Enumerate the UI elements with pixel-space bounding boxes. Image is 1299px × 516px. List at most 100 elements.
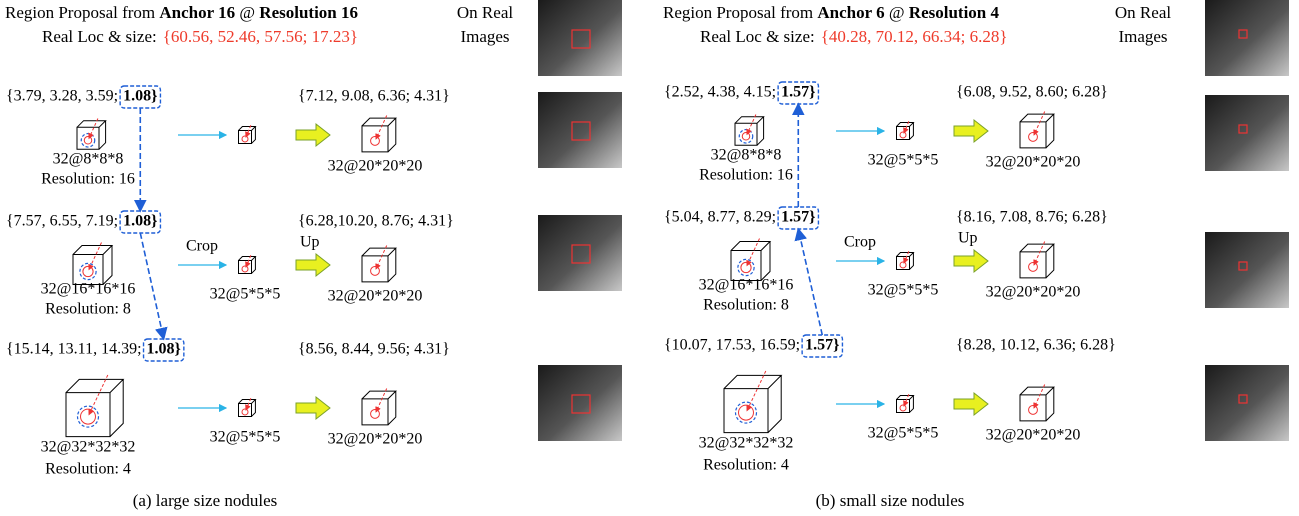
nodule-circle [81, 409, 96, 424]
cropped-size: 32@5*5*5 [210, 429, 281, 446]
input-size: 32@16*16*16 [699, 277, 794, 294]
scale-label: 1.08} [123, 88, 157, 105]
input-size: 32@32*32*32 [41, 439, 136, 456]
input-label: {7.57, 6.55, 7.19; [6, 213, 118, 230]
real-image [538, 215, 622, 291]
scale-label: 1.57} [781, 84, 815, 101]
pointer [1034, 112, 1045, 135]
pointer [89, 119, 98, 139]
nodule-circle [900, 405, 906, 411]
input-cube [735, 115, 764, 146]
resolution-label: Resolution: 4 [703, 457, 789, 474]
resolution-label: Resolution: 16 [41, 171, 135, 188]
real-image [538, 365, 622, 441]
output-size: 32@20*20*20 [328, 158, 423, 175]
output-cube [1020, 242, 1054, 278]
real-image [538, 0, 622, 76]
up-label: Up [958, 230, 978, 247]
title-part: @ [885, 3, 909, 22]
real-loc-value: {40.28, 70.12, 66.34; 6.28} [821, 27, 1008, 46]
nodule-circle [371, 136, 380, 145]
up-label: Up [300, 234, 320, 251]
output-cube [1020, 112, 1054, 148]
ct-slice [538, 0, 622, 76]
real-loc-label: Real Loc & size: [700, 27, 815, 46]
output-size: 32@20*20*20 [986, 284, 1081, 301]
input-label: {2.52, 4.38, 4.15; [664, 84, 776, 101]
resolution-label: Resolution: 8 [703, 297, 789, 314]
nodule-circle [242, 136, 248, 142]
cropped-cube [239, 398, 256, 416]
input-label: {5.04, 8.77, 8.29; [664, 209, 776, 226]
upsample-arrow [296, 254, 330, 276]
resolution-label: Resolution: 8 [45, 301, 131, 318]
output-size: 32@20*20*20 [328, 431, 423, 448]
nodule-circle [371, 409, 380, 418]
nodule-circle [739, 405, 754, 420]
input-size: 32@8*8*8 [711, 147, 782, 164]
cube-edges [1020, 114, 1054, 148]
flow-arrow [798, 229, 822, 335]
upsample-arrow [954, 120, 988, 142]
images-label: On Real [1115, 3, 1171, 22]
pointer [1034, 385, 1045, 408]
scale-label: 1.08} [123, 213, 157, 230]
cube-edges [1020, 387, 1054, 421]
cube-edges [362, 248, 396, 282]
crop-label: Crop [186, 238, 218, 255]
input-cube [731, 239, 770, 281]
input-size: 32@16*16*16 [41, 281, 136, 298]
title-part: @ [235, 3, 259, 22]
title-part: Region Proposal from [663, 3, 817, 22]
input-label: {3.79, 3.28, 3.59; [6, 88, 118, 105]
input-cube [724, 371, 781, 433]
pointer [376, 246, 387, 269]
pointer [1034, 242, 1045, 265]
cropped-cube [897, 394, 914, 412]
caption: (b) small size nodules [816, 491, 965, 510]
real-image [538, 92, 622, 168]
anchor-circle [81, 134, 94, 147]
resolution-label: Resolution: 4 [45, 461, 131, 478]
nodule-circle [900, 132, 906, 138]
anchor-circle [739, 130, 752, 143]
caption: (a) large size nodules [133, 491, 278, 510]
title-part: Anchor 6 [817, 3, 884, 22]
title-part: Resolution 16 [259, 3, 358, 22]
output-label: {6.08, 9.52, 8.60; 6.28} [956, 84, 1108, 101]
nodule-circle [83, 266, 93, 276]
output-label: {6.28,10.20, 8.76; 4.31} [298, 213, 454, 230]
input-cube [77, 119, 106, 150]
input-cube [66, 375, 123, 437]
scale-label: 1.57} [781, 209, 815, 226]
nodule-circle [1029, 132, 1038, 141]
anchor-circle [80, 263, 96, 279]
output-cube [362, 246, 396, 282]
nodule-circle [242, 409, 248, 415]
cropped-size: 32@5*5*5 [868, 425, 939, 442]
scale-label: 1.08} [147, 341, 181, 358]
output-size: 32@20*20*20 [328, 288, 423, 305]
upsample-arrow [296, 124, 330, 146]
nodule-circle [84, 137, 91, 144]
cube-edges [362, 391, 396, 425]
output-size: 32@20*20*20 [986, 154, 1081, 171]
cropped-cube [897, 121, 914, 139]
cropped-cube [897, 251, 914, 269]
cube-edges [362, 118, 396, 152]
real-image [1205, 95, 1289, 171]
pointer [747, 115, 756, 135]
upsample-arrow [954, 250, 988, 272]
ct-slice [538, 215, 622, 291]
cube-edges [1020, 244, 1054, 278]
images-label: On Real [457, 3, 513, 22]
panel-title: Region Proposal from Anchor 16 @ Resolut… [5, 3, 358, 22]
output-cube [1020, 385, 1054, 421]
pointer [747, 239, 760, 266]
nodule-circle [371, 266, 380, 275]
images-label: Images [1118, 27, 1167, 46]
cropped-size: 32@5*5*5 [210, 286, 281, 303]
flow-arrow [140, 233, 163, 339]
title-part: Anchor 16 [159, 3, 235, 22]
output-cube [362, 116, 396, 152]
